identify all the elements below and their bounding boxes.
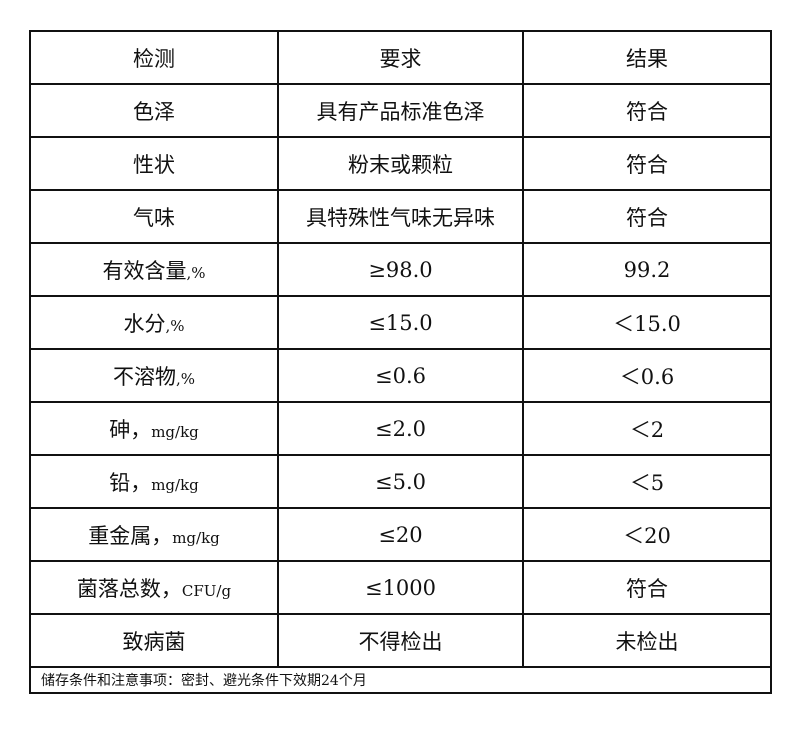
item-cell: 砷，mg/kg [29,401,279,456]
item-name: 水分 [123,311,166,336]
result-cell: ＜20 [522,507,772,562]
result-cell: ＜5 [522,454,772,509]
requirement-cell: ≤2.0 [277,401,524,456]
item-cell: 重金属，mg/kg [29,507,279,562]
requirement-cell: ≤15.0 [277,295,524,350]
requirement-cell: ≤20 [277,507,524,562]
result-cell: 符合 [522,560,772,615]
item-name: 色泽 [133,99,175,124]
header-row: 检测 要求 结果 [29,30,772,85]
item-name: 性状 [133,152,175,177]
result-cell: 符合 [522,189,772,244]
item-name: 菌落总数， [76,576,182,601]
table-row: 砷，mg/kg ≤2.0 ＜2 [29,401,772,456]
table-row: 致病菌 不得检出 未检出 [29,613,772,668]
item-cell: 不溶物,% [29,348,279,403]
item-unit: ,% [165,316,185,335]
item-cell: 致病菌 [29,613,279,668]
requirement-cell: ≤5.0 [277,454,524,509]
item-name: 致病菌 [122,629,186,654]
item-cell: 铅，mg/kg [29,454,279,509]
table-row: 有效含量,% ≥98.0 99.2 [29,242,772,297]
requirement-cell: 不得检出 [277,613,524,668]
item-name: 有效含量 [102,258,187,283]
requirement-cell: ≤0.6 [277,348,524,403]
header-item: 检测 [29,30,279,85]
requirement-cell: 粉末或颗粒 [277,136,524,191]
result-cell: ＜0.6 [522,348,772,403]
result-cell: 未检出 [522,613,772,668]
table-row: 铅，mg/kg ≤5.0 ＜5 [29,454,772,509]
result-cell: 符合 [522,136,772,191]
header-requirement: 要求 [277,30,524,85]
requirement-cell: 具特殊性气味无异味 [277,189,524,244]
result-cell: 符合 [522,83,772,138]
storage-note: 储存条件和注意事项：密封、避光条件下效期24个月 [29,666,772,694]
item-cell: 水分,% [29,295,279,350]
result-cell: ＜15.0 [522,295,772,350]
footer-row: 储存条件和注意事项：密封、避光条件下效期24个月 [29,666,772,694]
item-cell: 菌落总数，CFU/g [29,560,279,615]
requirement-cell: ≥98.0 [277,242,524,297]
table-row: 气味 具特殊性气味无异味 符合 [29,189,772,244]
header-result: 结果 [522,30,772,85]
requirement-cell: 具有产品标准色泽 [277,83,524,138]
item-name: 气味 [133,205,175,230]
requirement-cell: ≤1000 [277,560,524,615]
item-unit: mg/kg [172,528,220,547]
item-cell: 性状 [29,136,279,191]
item-cell: 气味 [29,189,279,244]
item-unit: CFU/g [181,581,232,600]
item-name: 砷， [109,417,152,442]
item-unit: mg/kg [151,422,199,441]
item-unit: ,% [186,263,206,282]
table-row: 水分,% ≤15.0 ＜15.0 [29,295,772,350]
table-row: 性状 粉末或颗粒 符合 [29,136,772,191]
table-row: 色泽 具有产品标准色泽 符合 [29,83,772,138]
item-name: 铅， [109,470,152,495]
item-cell: 色泽 [29,83,279,138]
item-cell: 有效含量,% [29,242,279,297]
table-row: 重金属，mg/kg ≤20 ＜20 [29,507,772,562]
result-cell: 99.2 [522,242,772,297]
item-unit: ,% [175,369,196,388]
item-name: 重金属， [88,523,173,548]
item-name: 不溶物 [112,364,176,389]
table-row: 菌落总数，CFU/g ≤1000 符合 [29,560,772,615]
table-row: 不溶物,% ≤0.6 ＜0.6 [29,348,772,403]
inspection-table: 检测 要求 结果 色泽 具有产品标准色泽 符合 性状 粉末或颗粒 符合 气味 具特殊… [29,30,772,694]
item-unit: mg/kg [151,475,199,494]
result-cell: ＜2 [522,401,772,456]
